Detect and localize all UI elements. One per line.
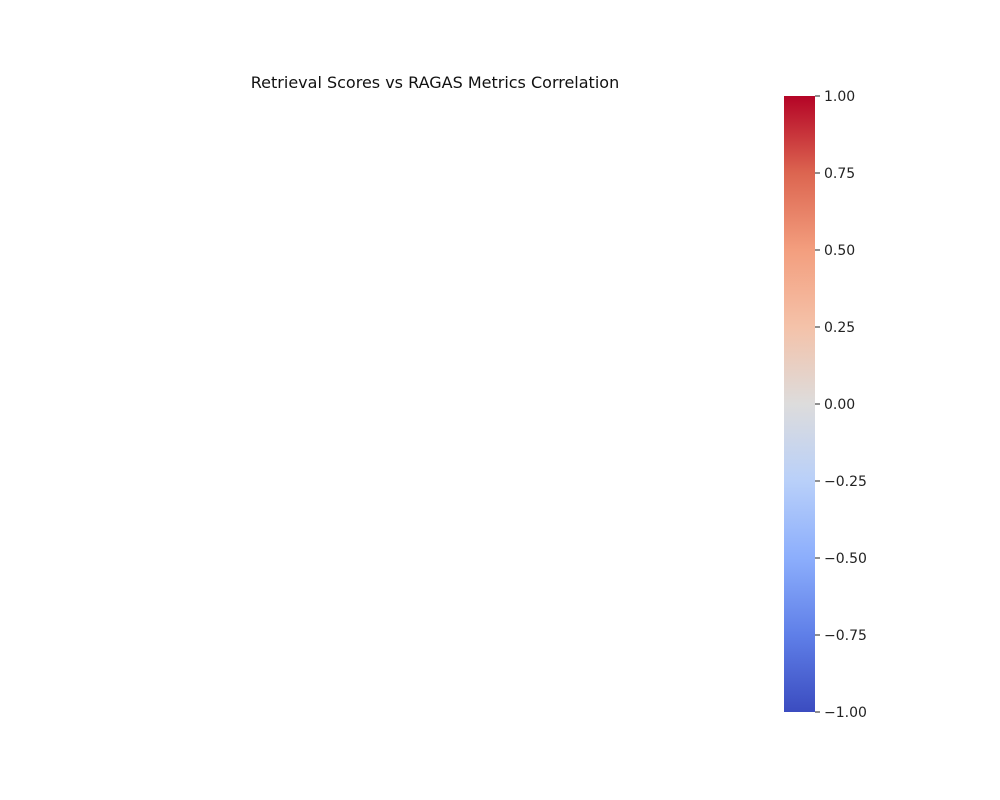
colorbar-ticks: 1.00 0.75 0.50 0.25 0.00 −0.25 −0.50 −0.75 −1.00 xyxy=(815,89,867,721)
colorbar-tick-label: 0.50 xyxy=(824,243,855,259)
colorbar: 1.00 0.75 0.50 0.25 0.00 −0.25 −0.50 −0.75 −1.00 xyxy=(784,89,867,721)
chart-title: Retrieval Scores vs RAGAS Metrics Correl… xyxy=(251,73,619,92)
colorbar-tick-label: −1.00 xyxy=(824,705,867,721)
colorbar-tick-label: −0.50 xyxy=(824,551,867,567)
colorbar-tick-label: 0.25 xyxy=(824,320,855,336)
colorbar-tick-label: −0.75 xyxy=(824,628,867,644)
colorbar-gradient xyxy=(784,96,815,712)
colorbar-tick-label: 0.75 xyxy=(824,166,855,182)
colorbar-tick-label: 0.00 xyxy=(824,397,855,413)
colorbar-tick-label: 1.00 xyxy=(824,89,855,105)
colorbar-tick-label: −0.25 xyxy=(824,474,867,490)
